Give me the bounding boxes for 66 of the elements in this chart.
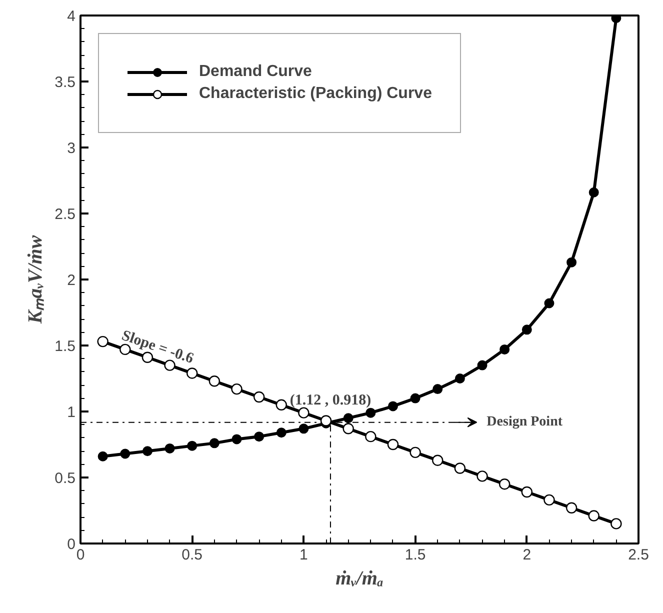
y-tick-label: 3: [67, 140, 76, 157]
point: [187, 440, 198, 451]
point: [432, 454, 444, 466]
point: [611, 16, 622, 24]
point: [500, 344, 510, 354]
y-tick-label: 1: [67, 404, 76, 421]
point: [544, 298, 554, 308]
annotation: Slope = -0.6: [120, 328, 196, 368]
point: [186, 368, 198, 379]
point: [410, 393, 420, 404]
x-tick-label: 2: [522, 546, 532, 564]
point: [610, 518, 622, 530]
point: [142, 352, 154, 363]
point: [208, 376, 220, 387]
point: [454, 462, 466, 474]
x-tick-label: 1.5: [404, 546, 426, 564]
point: [521, 486, 532, 498]
point: [298, 424, 309, 434]
y-tick-label: 2: [67, 272, 76, 289]
point: [231, 383, 242, 395]
point: [566, 257, 577, 268]
point: [276, 428, 286, 438]
point: [97, 336, 108, 348]
annotation: (1.12 , 0.918): [290, 392, 372, 408]
point: [432, 384, 443, 394]
y-tick-label: 1.5: [54, 338, 76, 355]
y-tick-label: 2.5: [54, 206, 76, 223]
y-tick-label: 3.5: [54, 74, 76, 91]
point: [522, 324, 532, 335]
point: [388, 401, 398, 412]
point: [476, 470, 488, 482]
x-tick-label: 0.5: [182, 546, 203, 564]
point: [588, 510, 600, 522]
x-axis-title: ṁᵥ/ṁₐ: [336, 568, 384, 590]
point: [343, 413, 354, 424]
point: [342, 423, 354, 434]
point: [566, 502, 578, 514]
point: [232, 434, 242, 444]
point: [498, 478, 510, 490]
point: [454, 374, 465, 384]
point: [387, 438, 399, 450]
point: [98, 451, 108, 462]
point: [209, 438, 220, 448]
y-tick-label: 4: [67, 8, 76, 25]
point: [298, 407, 310, 418]
point: [164, 443, 175, 454]
point: [320, 415, 332, 426]
point: [410, 446, 421, 458]
point: [588, 187, 599, 198]
point: [276, 399, 287, 410]
point: [253, 391, 265, 403]
x-tick-label: 1: [300, 546, 308, 564]
point: [254, 432, 264, 442]
point: [142, 446, 152, 456]
y-tick-label: 0.5: [54, 470, 76, 487]
point: [365, 430, 376, 442]
point: [120, 448, 130, 459]
ref-line-label: Design Point: [486, 414, 563, 430]
legend-label: Characteristic (Packing) Curve: [199, 85, 432, 103]
point: [544, 494, 555, 506]
point: [366, 408, 376, 418]
y-axis-title: KₘaᵥV/ṁw: [24, 234, 47, 325]
point: [477, 360, 488, 370]
x-tick-label: 2.5: [628, 546, 649, 564]
legend-label: Demand Curve: [199, 63, 312, 81]
y-tick-label: 0: [67, 536, 76, 553]
